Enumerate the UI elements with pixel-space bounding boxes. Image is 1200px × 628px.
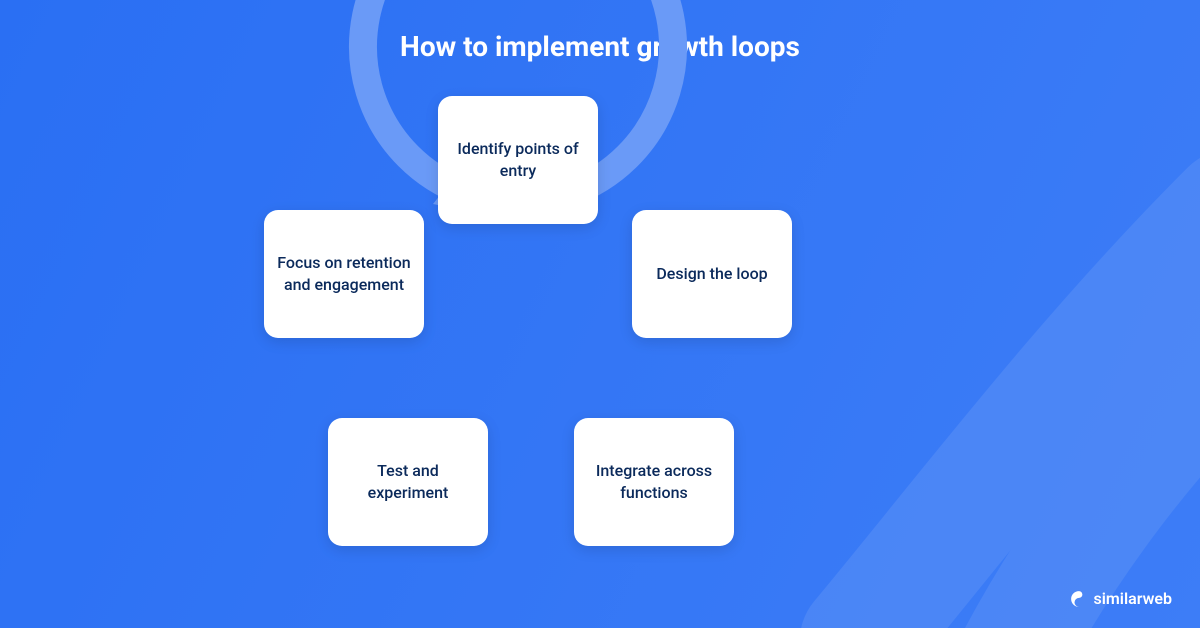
cycle-card-identify: Identify points of entry xyxy=(438,96,598,224)
cycle-card-focus: Focus on retention and engagement xyxy=(264,210,424,338)
cycle-card-design: Design the loop xyxy=(632,210,792,338)
brand-mark-icon xyxy=(1070,590,1088,608)
cycle-card-test: Test and experiment xyxy=(328,418,488,546)
cycle-card-label: Test and experiment xyxy=(340,460,476,503)
brand-text: similarweb xyxy=(1094,589,1173,608)
cycle-card-integrate: Integrate across functions xyxy=(574,418,734,546)
infographic-canvas: How to implement growth loops Identify p… xyxy=(0,0,1200,628)
brand-logo: similarweb xyxy=(1070,589,1173,608)
cycle-card-label: Identify points of entry xyxy=(450,138,586,181)
cycle-card-label: Integrate across functions xyxy=(586,460,722,503)
cycle-card-label: Focus on retention and engagement xyxy=(276,252,412,295)
cycle-card-label: Design the loop xyxy=(656,263,767,285)
